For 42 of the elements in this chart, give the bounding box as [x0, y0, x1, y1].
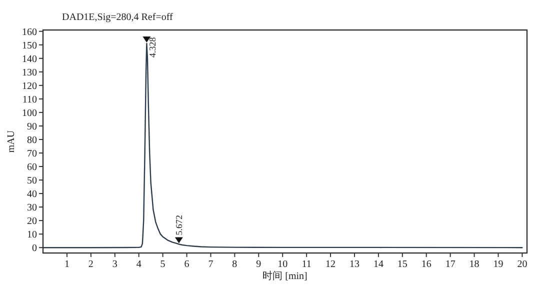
x-tick-label: 2 [88, 259, 94, 270]
x-tick-label: 9 [256, 259, 262, 270]
x-tick-label: 14 [373, 259, 384, 270]
y-axis-title: mAU [6, 130, 17, 153]
chart-title: DAD1E,Sig=280,4 Ref=off [62, 12, 174, 23]
x-tick-label: 11 [302, 259, 312, 270]
x-tick-label: 1 [64, 259, 70, 270]
x-tick-label: 20 [517, 259, 528, 270]
x-tick-label: 15 [397, 259, 408, 270]
x-tick-label: 6 [184, 259, 190, 270]
y-tick-label: 30 [27, 202, 37, 214]
annotation: 4.328 [148, 36, 158, 58]
y-tick-label: 60 [27, 162, 37, 174]
y-tick-label: 70 [27, 148, 37, 160]
x-tick-label: 17 [445, 259, 456, 270]
x-tick-label: 5 [160, 259, 166, 270]
y-tick-label: 40 [27, 189, 37, 200]
y-tick-label: 50 [27, 176, 37, 187]
y-tick-label: 150 [22, 40, 37, 52]
y-tick-label: 100 [22, 108, 37, 119]
y-tick-label: 140 [22, 54, 37, 65]
y-tick-label: 110 [22, 94, 37, 106]
y-tick-label: 20 [27, 216, 37, 228]
x-tick-label: 18 [469, 259, 480, 270]
annotation: 5.672 [174, 214, 184, 236]
y-tick-label: 130 [22, 67, 37, 78]
x-tick-label: 19 [493, 259, 504, 270]
x-tick-label: 4 [136, 259, 142, 270]
x-tick-label: 7 [208, 259, 214, 270]
x-tick-label: 13 [349, 259, 360, 270]
x-tick-label: 8 [232, 259, 238, 270]
y-tick-label: 90 [27, 121, 37, 132]
y-tick-label: 160 [22, 26, 37, 38]
y-tick-label: 80 [27, 134, 37, 146]
y-tick-label: 120 [22, 80, 37, 92]
x-tick-label: 10 [278, 259, 288, 270]
x-axis-title: 时间 [min] [262, 270, 308, 282]
x-tick-label: 3 [112, 259, 118, 270]
y-tick-label: 10 [27, 230, 37, 241]
y-tick-label: 0 [32, 243, 37, 254]
x-tick-label: 12 [326, 259, 336, 270]
x-tick-label: 16 [421, 259, 432, 270]
